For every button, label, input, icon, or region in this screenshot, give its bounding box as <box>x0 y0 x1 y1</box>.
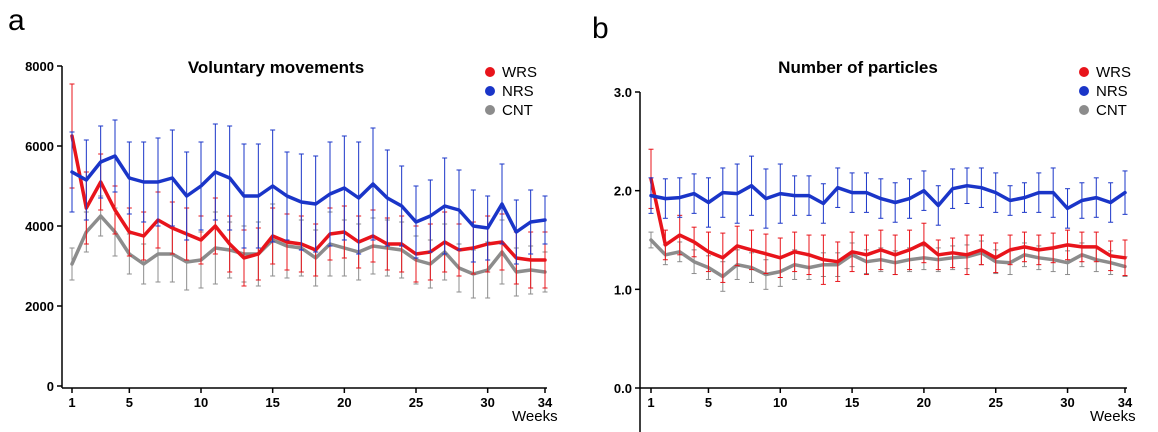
x-axis-label-b: Weeks <box>1090 408 1136 425</box>
legend-label-cnt: CNT <box>1096 102 1127 119</box>
series-group-b <box>648 148 1128 292</box>
x-tick-label: 5 <box>705 395 712 410</box>
series-wrs <box>648 148 1128 285</box>
panel-letter-a: a <box>8 4 25 37</box>
y-tick-label: 2000 <box>25 299 54 314</box>
x-tick-label: 30 <box>480 395 494 410</box>
panel-b: b Number of particles 0.01.02.03.01 5 10 15… <box>592 12 1136 432</box>
y-tick-label: 3.0 <box>614 85 632 100</box>
panel-letter-b: b <box>592 12 609 45</box>
legend-a: WRS NRS CNT <box>485 64 537 119</box>
legend-label-cnt: CNT <box>502 102 533 119</box>
series-line-nrs <box>649 183 1127 211</box>
legend-b: WRS NRS CNT <box>1079 64 1131 119</box>
series-line-cnt <box>649 238 1127 279</box>
panel-a: a Voluntary movements 0 2000 4000 6000 8000 1… <box>8 4 558 425</box>
x-tick-label: 1 <box>647 395 654 410</box>
series-group-a <box>69 83 548 299</box>
x-tick-label: 15 <box>845 395 859 410</box>
x-tick-label: 1 <box>68 395 75 410</box>
legend-label-wrs: WRS <box>502 64 537 81</box>
series-nrs <box>69 119 548 265</box>
y-tick-label: 8000 <box>25 59 54 74</box>
x-tick-label: 34 <box>1118 395 1133 410</box>
legend-label-wrs: WRS <box>1096 64 1131 81</box>
series-nrs <box>648 155 1128 229</box>
legend-marker-nrs <box>485 86 495 96</box>
legend-label-nrs: NRS <box>1096 83 1128 100</box>
legend-marker-nrs <box>1079 86 1089 96</box>
y-tick-label: 4000 <box>25 219 54 234</box>
series-line-wrs <box>649 177 1127 264</box>
legend-marker-cnt <box>1079 105 1089 115</box>
series-line-cnt <box>70 214 547 276</box>
series-line-nrs <box>70 154 547 234</box>
y-tick-label: 6000 <box>25 139 54 154</box>
x-axis-label-a: Weeks <box>512 408 558 425</box>
y-tick-label: 2.0 <box>614 184 632 199</box>
legend-marker-wrs <box>485 67 495 77</box>
series-line-wrs <box>70 134 547 262</box>
y-tick-label: 1.0 <box>614 282 632 297</box>
series-wrs <box>69 83 548 289</box>
x-tick-label: 10 <box>194 395 208 410</box>
x-tick-label: 30 <box>1060 395 1074 410</box>
x-tick-label: 34 <box>538 395 553 410</box>
y-tick-label: 0 <box>47 379 54 394</box>
legend-label-nrs: NRS <box>502 83 534 100</box>
axes-b: 0.01.02.03.01 5 10 15 20 25 30 34 <box>614 85 1133 432</box>
chart-title-a: Voluntary movements <box>188 58 364 77</box>
legend-marker-cnt <box>485 105 495 115</box>
legend-marker-wrs <box>1079 67 1089 77</box>
x-tick-label: 15 <box>265 395 279 410</box>
x-tick-label: 10 <box>773 395 787 410</box>
x-tick-label: 20 <box>337 395 351 410</box>
chart-title-b: Number of particles <box>778 58 938 77</box>
x-tick-label: 25 <box>409 395 423 410</box>
y-tick-label: 0.0 <box>614 381 632 396</box>
x-tick-label: 20 <box>917 395 931 410</box>
x-tick-label: 5 <box>126 395 133 410</box>
x-tick-label: 25 <box>988 395 1002 410</box>
